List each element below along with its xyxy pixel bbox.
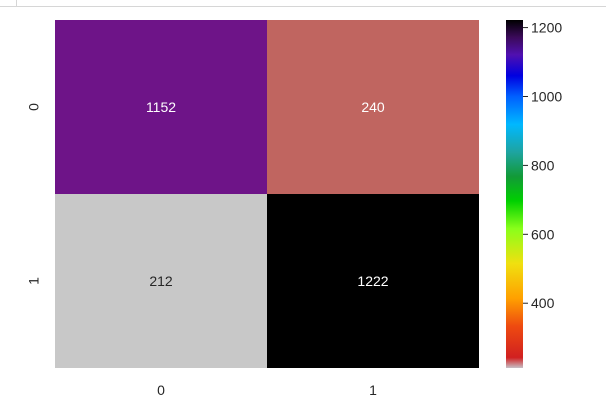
heatmap-cell-0-0 bbox=[55, 20, 267, 194]
colorbar-tick-label-400: 400 bbox=[531, 295, 555, 311]
colorbar-tick-label-600: 600 bbox=[531, 226, 555, 242]
cell-value-label-0-0: 1152 bbox=[146, 99, 176, 115]
colorbar-tick-label-800: 800 bbox=[531, 157, 555, 173]
colorbar-tick-label-1000: 1000 bbox=[531, 88, 562, 104]
colorbar-tick-label-1200: 1200 bbox=[531, 20, 562, 36]
cell-value-label-1-1: 1222 bbox=[357, 273, 388, 289]
y-tick-label-0: 0 bbox=[26, 103, 42, 111]
heatmap-cell-1-0 bbox=[55, 194, 267, 368]
cell-value-label-0-1: 240 bbox=[361, 99, 385, 115]
top-rule bbox=[0, 0, 606, 7]
heatmap-cell-1-1 bbox=[267, 194, 479, 368]
cell-value-label-1-0: 212 bbox=[149, 273, 173, 289]
y-tick-label-1: 1 bbox=[26, 277, 42, 285]
heatmap-cell-0-1 bbox=[267, 20, 479, 194]
x-tick-label-0: 0 bbox=[157, 382, 165, 398]
colorbar bbox=[506, 20, 523, 368]
x-tick-label-1: 1 bbox=[369, 382, 377, 398]
